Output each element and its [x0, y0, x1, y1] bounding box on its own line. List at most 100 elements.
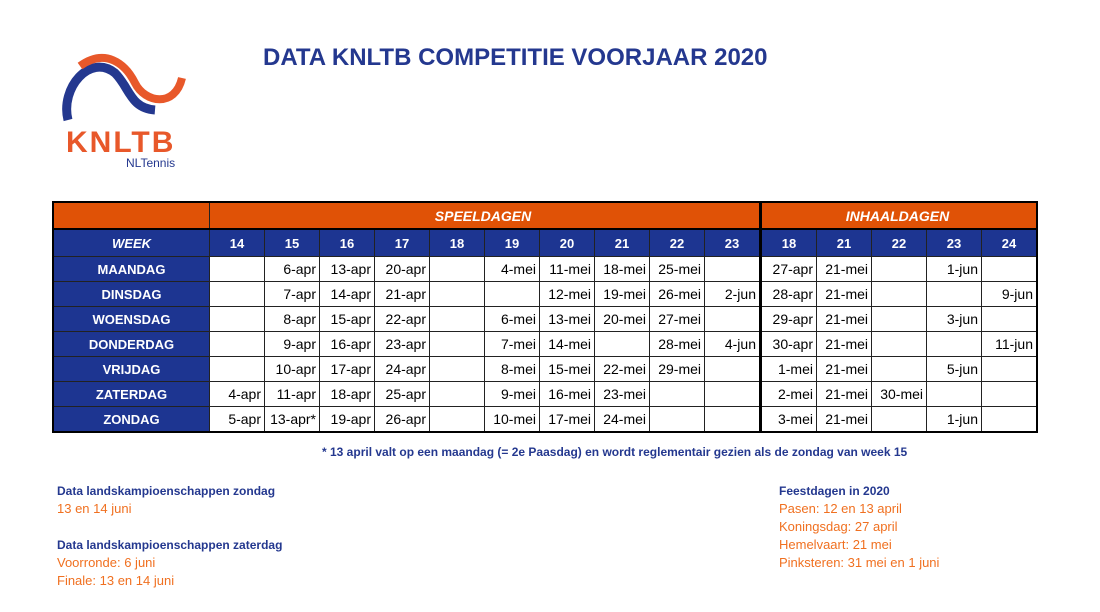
week-number: 19: [484, 228, 540, 257]
speeldag-cell: [209, 306, 265, 332]
speeldag-cell: 5-apr: [209, 406, 265, 433]
speeldag-cell: 10-mei: [484, 406, 540, 433]
speeldag-cell: 8-mei: [484, 356, 540, 382]
schedule-table: SPEELDAGEN INHAALDAGEN WEEK 14 15 16 17 18 19…: [52, 201, 1038, 433]
inhaaldag-cell: [981, 306, 1038, 332]
inhaaldag-cell: 28-apr: [759, 281, 817, 307]
speeldag-cell: 18-apr: [319, 381, 375, 407]
inhaaldag-cell: 30-apr: [759, 331, 817, 357]
page-title: DATA KNLTB COMPETITIE VOORJAAR 2020: [263, 44, 768, 71]
inhaaldag-cell: 9-jun: [981, 281, 1038, 307]
speeldag-cell: 4-jun: [704, 331, 761, 357]
inhaaldag-cell: [981, 256, 1038, 282]
speeldag-cell: 19-mei: [594, 281, 650, 307]
speeldag-cell: [429, 256, 485, 282]
speeldag-cell: 8-apr: [264, 306, 320, 332]
week-number: 17: [374, 228, 430, 257]
day-label: DONDERDAG: [52, 331, 210, 357]
inhaaldag-cell: [926, 331, 982, 357]
speeldag-cell: 13-apr*: [264, 406, 320, 433]
knltb-logo: KNLTB NLTennis: [60, 48, 200, 173]
speeldag-cell: 11-apr: [264, 381, 320, 407]
inhaal-week-number: 21: [816, 228, 872, 257]
svg-text:KNLTB: KNLTB: [66, 126, 175, 159]
lk-zaterdag-line: Finale: 13 en 14 juni: [57, 573, 175, 588]
lk-zaterdag-heading: Data landskampioenschappen zaterdag: [57, 538, 283, 552]
speeldag-cell: 6-apr: [264, 256, 320, 282]
speeldag-cell: 15-apr: [319, 306, 375, 332]
inhaaldag-cell: [871, 406, 927, 433]
table-row: MAANDAG 6-apr 13-apr 20-apr 4-mei 11-mei 18-me…: [52, 256, 1038, 282]
speeldag-cell: 17-mei: [539, 406, 595, 433]
speeldag-cell: 16-apr: [319, 331, 375, 357]
inhaaldag-cell: [871, 331, 927, 357]
speeldag-cell: 24-mei: [594, 406, 650, 433]
inhaaldag-cell: 21-mei: [816, 381, 872, 407]
speeldag-cell: [209, 281, 265, 307]
speeldag-cell: 13-apr: [319, 256, 375, 282]
speeldag-cell: [704, 356, 761, 382]
speeldag-cell: 6-mei: [484, 306, 540, 332]
speeldag-cell: 19-apr: [319, 406, 375, 433]
speeldag-cell: [209, 331, 265, 357]
speeldag-cell: [649, 381, 705, 407]
speeldag-cell: 22-mei: [594, 356, 650, 382]
inhaaldag-cell: 5-jun: [926, 356, 982, 382]
table-row: VRIJDAG 10-apr 17-apr 24-apr 8-mei 15-mei 22-m…: [52, 356, 1038, 382]
speeldag-cell: 9-mei: [484, 381, 540, 407]
speeldag-cell: 26-apr: [374, 406, 430, 433]
inhaaldag-cell: [871, 281, 927, 307]
speeldag-cell: [429, 356, 485, 382]
inhaaldag-cell: 11-jun: [981, 331, 1038, 357]
day-label: WOENSDAG: [52, 306, 210, 332]
week-label: WEEK: [52, 228, 210, 257]
inhaaldag-cell: 1-jun: [926, 256, 982, 282]
table-row: ZATERDAG 4-apr 11-apr 18-apr 25-apr 9-mei 16-m…: [52, 381, 1038, 407]
inhaaldag-cell: [981, 356, 1038, 382]
inhaaldag-cell: 21-mei: [816, 356, 872, 382]
speeldag-cell: [484, 281, 540, 307]
speeldag-cell: [649, 406, 705, 433]
inhaaldag-cell: [926, 381, 982, 407]
speeldag-cell: 25-apr: [374, 381, 430, 407]
speeldag-cell: 29-mei: [649, 356, 705, 382]
speeldag-cell: 26-mei: [649, 281, 705, 307]
speeldag-cell: 20-apr: [374, 256, 430, 282]
speeldag-cell: [429, 406, 485, 433]
speeldag-cell: 4-mei: [484, 256, 540, 282]
table-row: ZONDAG 5-apr 13-apr* 19-apr 26-apr 10-mei 17-m…: [52, 406, 1038, 433]
speeldag-cell: 10-apr: [264, 356, 320, 382]
speeldag-cell: 23-apr: [374, 331, 430, 357]
inhaaldag-cell: 30-mei: [871, 381, 927, 407]
inhaaldag-cell: 21-mei: [816, 406, 872, 433]
speeldag-cell: 21-apr: [374, 281, 430, 307]
day-label: ZATERDAG: [52, 381, 210, 407]
day-label: VRIJDAG: [52, 356, 210, 382]
inhaal-week-number: 23: [926, 228, 982, 257]
week-number: 22: [649, 228, 705, 257]
lk-zaterdag-line: Voorronde: 6 juni: [57, 555, 156, 570]
speeldag-cell: [429, 281, 485, 307]
lk-zondag-line: 13 en 14 juni: [57, 501, 132, 516]
inhaaldag-cell: [871, 256, 927, 282]
lk-zondag-heading: Data landskampioenschappen zondag: [57, 484, 276, 498]
section-speeldagen: SPEELDAGEN: [209, 201, 761, 230]
speeldag-cell: 25-mei: [649, 256, 705, 282]
speeldag-cell: 15-mei: [539, 356, 595, 382]
week-number: 20: [539, 228, 595, 257]
footnote: * 13 april valt op een maandag (= 2e Paa…: [322, 445, 908, 459]
speeldag-cell: 20-mei: [594, 306, 650, 332]
day-label: ZONDAG: [52, 406, 210, 433]
lk-zondag: Data landskampioenschappen zondag 13 en …: [57, 482, 275, 518]
speeldag-cell: 2-jun: [704, 281, 761, 307]
inhaaldag-cell: 21-mei: [816, 306, 872, 332]
inhaaldag-cell: 3-jun: [926, 306, 982, 332]
speeldag-cell: 7-mei: [484, 331, 540, 357]
inhaaldag-cell: 1-mei: [759, 356, 817, 382]
feestdag-line: Hemelvaart: 21 mei: [779, 537, 892, 552]
inhaaldag-cell: 29-apr: [759, 306, 817, 332]
speeldag-cell: 13-mei: [539, 306, 595, 332]
lk-zaterdag: Data landskampioenschappen zaterdag Voor…: [57, 536, 282, 590]
speeldag-cell: [704, 256, 761, 282]
speeldag-cell: 16-mei: [539, 381, 595, 407]
